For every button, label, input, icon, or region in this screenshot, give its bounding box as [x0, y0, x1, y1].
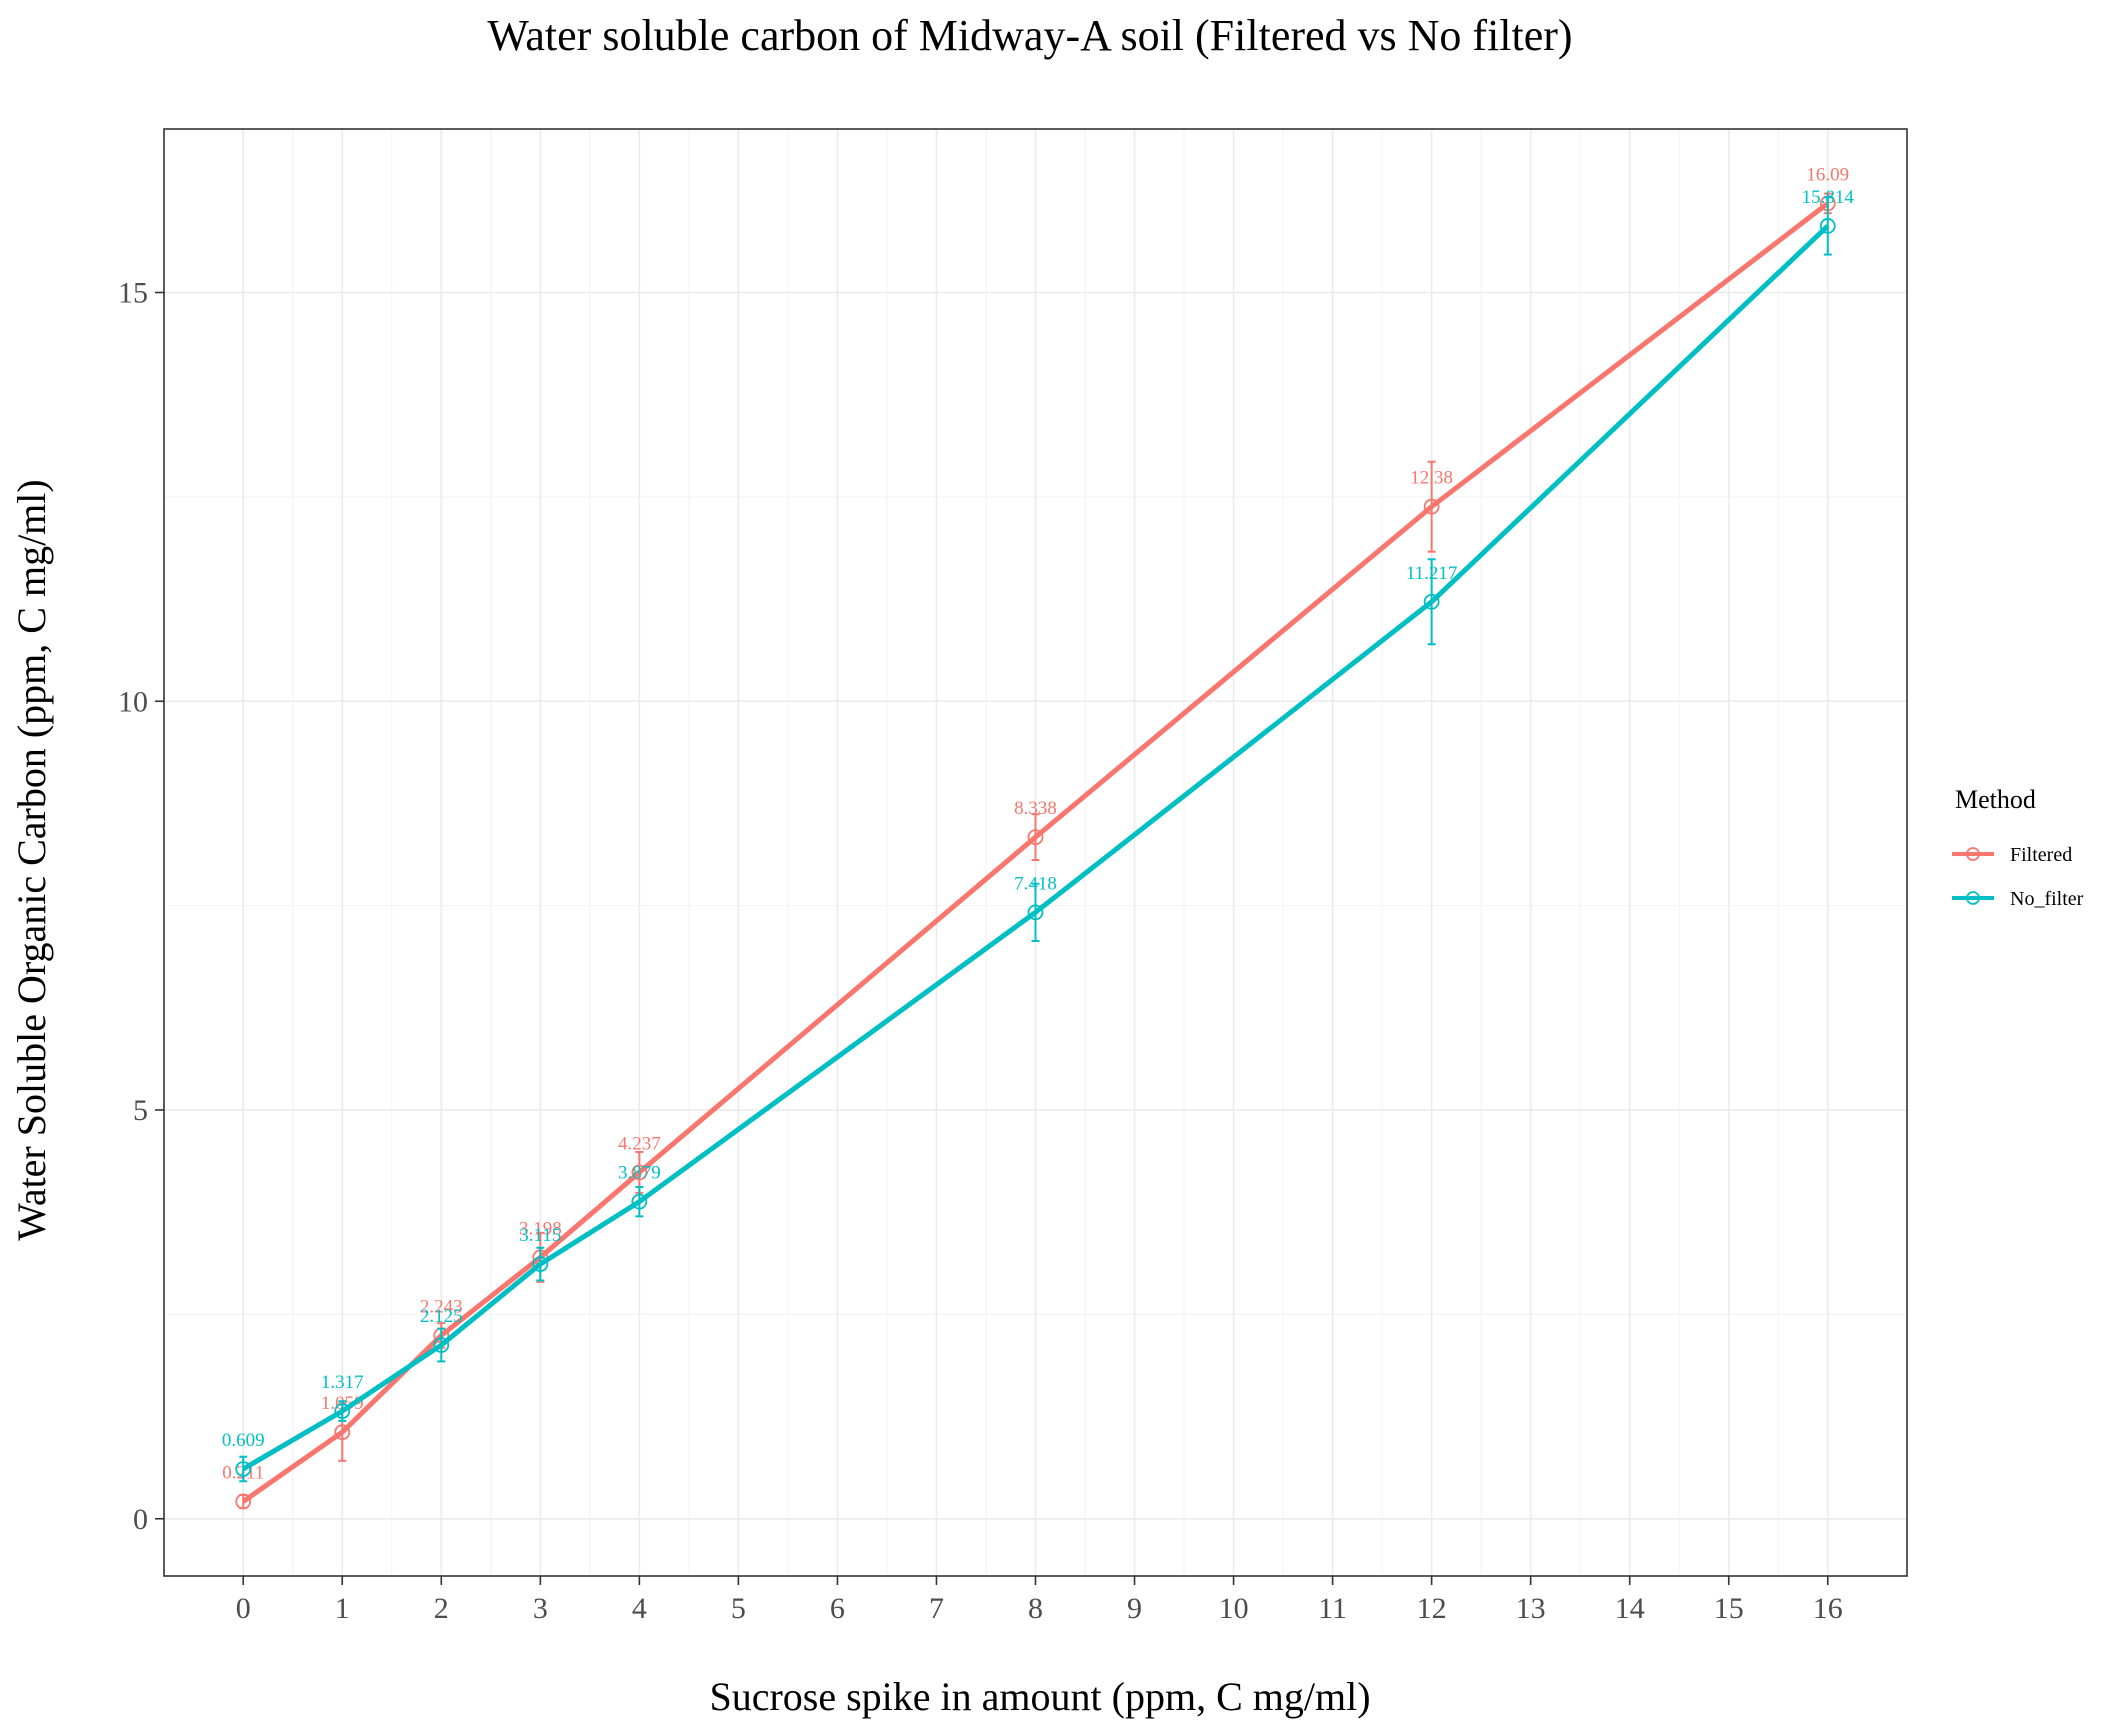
chart-title: Water soluble carbon of Midway-A soil (F… — [487, 11, 1572, 60]
data-label: 0.609 — [222, 1430, 265, 1451]
series-no-filter: 0.609 1.317 2.125 3.115 3.879 7.418 11.217 15.8… — [222, 187, 1855, 1483]
x-tick-label: 13 — [1516, 1592, 1546, 1625]
x-tick-label: 1 — [335, 1592, 350, 1625]
data-label: 3.198 — [519, 1218, 562, 1239]
y-tick-label: 10 — [118, 685, 148, 718]
x-tick-label: 8 — [1028, 1592, 1043, 1625]
data-point — [631, 1164, 648, 1181]
x-tick-label: 3 — [533, 1592, 548, 1625]
x-tick-label: 6 — [830, 1592, 845, 1625]
data-label: 2.243 — [420, 1296, 463, 1317]
x-tick-label: 4 — [632, 1592, 647, 1625]
data-label: 16.09 — [1806, 164, 1849, 185]
x-tick-label: 10 — [1219, 1592, 1249, 1625]
x-tick-label: 11 — [1318, 1592, 1347, 1625]
data-point — [1027, 904, 1044, 921]
x-tick-label: 9 — [1127, 1592, 1142, 1625]
data-point — [631, 1193, 648, 1210]
legend-label: Filtered — [2010, 844, 2072, 866]
data-label: 8.338 — [1014, 798, 1057, 819]
series-line — [241, 224, 1830, 1472]
legend-key-point — [1966, 847, 1980, 861]
data-point — [1423, 498, 1440, 515]
data-label: 1.317 — [321, 1372, 364, 1393]
data-point — [334, 1424, 351, 1441]
x-tick-label: 14 — [1615, 1592, 1645, 1625]
legend-label: No_filter — [2010, 888, 2084, 910]
data-point — [1819, 218, 1836, 234]
y-axis-title: Water Soluble Organic Carbon (ppm, C mg/… — [9, 479, 54, 1240]
data-label: 7.418 — [1014, 873, 1057, 894]
legend-key-point — [1966, 891, 1980, 905]
data-label: 2.125 — [420, 1306, 463, 1327]
data-point — [532, 1256, 549, 1273]
x-tick-label: 15 — [1714, 1592, 1744, 1625]
data-point — [334, 1403, 351, 1420]
y-tick-label: 15 — [118, 277, 148, 310]
data-point — [235, 1493, 252, 1510]
y-tick-label: 0 — [133, 1503, 148, 1536]
data-label: 4.237 — [618, 1133, 661, 1154]
data-label: 15.814 — [1802, 187, 1855, 208]
y-tick-label: 5 — [133, 1094, 148, 1127]
data-label: 11.217 — [1406, 563, 1458, 584]
x-tick-label: 0 — [236, 1592, 251, 1625]
legend-title: Method — [1955, 785, 2036, 814]
x-tick-label: 16 — [1813, 1592, 1843, 1625]
data-point — [433, 1337, 450, 1353]
x-tick-label: 7 — [929, 1592, 944, 1625]
data-point — [1423, 593, 1440, 610]
data-point — [1027, 829, 1044, 846]
series-layer: 0.2111.0592.2433.1984.2378.33812.3816.09… — [222, 164, 1855, 1510]
data-label: 12.38 — [1410, 468, 1453, 489]
data-label: 3.879 — [618, 1163, 661, 1184]
legend-entry-no-filter: No_filter — [1952, 888, 2084, 910]
x-tick-label: 5 — [731, 1592, 746, 1625]
x-axis-title: Sucrose spike in amount (ppm, C mg/ml) — [709, 1674, 1370, 1719]
legend: Method Filtered No_filter — [1952, 785, 2084, 910]
x-tick-label: 12 — [1417, 1592, 1447, 1625]
x-tick-label: 2 — [434, 1592, 449, 1625]
data-point — [235, 1461, 252, 1477]
data-label: 3.115 — [519, 1225, 561, 1246]
series-line — [241, 201, 1830, 1504]
legend-entry-filtered: Filtered — [1952, 844, 2072, 866]
